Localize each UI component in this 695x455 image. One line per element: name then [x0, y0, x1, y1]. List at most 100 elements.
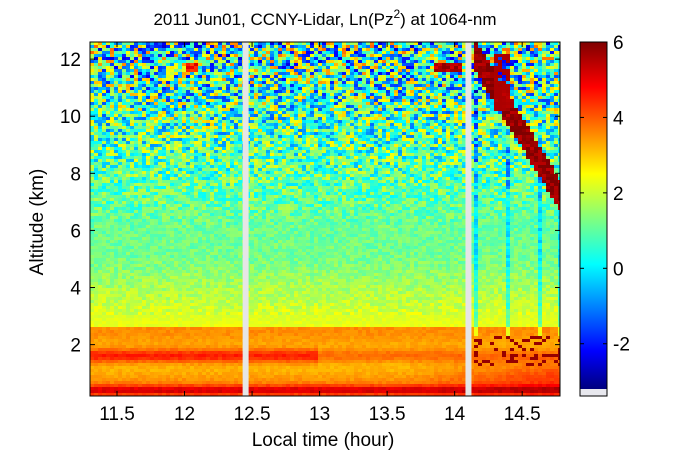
heatmap-cell	[158, 69, 163, 73]
heatmap-cell	[98, 255, 103, 259]
heatmap-cell	[230, 207, 235, 211]
heatmap-cell	[190, 306, 195, 310]
heatmap-cell	[106, 141, 111, 145]
heatmap-cell	[254, 147, 259, 151]
heatmap-cell	[238, 375, 243, 379]
heatmap-cell	[142, 255, 147, 259]
heatmap-cell	[158, 390, 163, 394]
heatmap-cell	[194, 264, 199, 268]
heatmap-cell	[110, 363, 115, 367]
heatmap-cell	[142, 171, 147, 175]
heatmap-cell	[170, 294, 175, 298]
heatmap-cell	[250, 285, 255, 289]
heatmap-cell	[226, 102, 231, 106]
heatmap-cell	[230, 393, 235, 396]
heatmap-cell	[94, 375, 99, 379]
heatmap-cell	[106, 318, 111, 322]
heatmap-cell	[126, 351, 131, 355]
heatmap-cell	[206, 234, 211, 238]
heatmap-cell	[122, 252, 127, 256]
heatmap-cell	[226, 315, 231, 319]
heatmap-cell	[154, 225, 159, 229]
heatmap-cell	[218, 330, 223, 334]
heatmap-cell	[214, 144, 219, 148]
heatmap-cell	[134, 75, 139, 79]
heatmap-cell	[114, 207, 119, 211]
heatmap-cell	[206, 105, 211, 109]
heatmap-cell	[210, 177, 215, 181]
heatmap-cell	[222, 369, 227, 373]
heatmap-cell	[254, 234, 259, 238]
heatmap-cell	[94, 105, 99, 109]
heatmap-cell	[234, 84, 239, 88]
heatmap-cell	[226, 144, 231, 148]
heatmap-cell	[226, 135, 231, 139]
heatmap-cell	[134, 189, 139, 193]
heatmap-cell	[186, 66, 191, 70]
heatmap-cell	[134, 240, 139, 244]
heatmap-cell	[142, 300, 147, 304]
heatmap-cell	[190, 291, 195, 295]
heatmap-cell	[194, 60, 199, 64]
heatmap-cell	[210, 120, 215, 124]
heatmap-cell	[130, 216, 135, 220]
heatmap-cell	[138, 135, 143, 139]
heatmap-cell	[130, 48, 135, 52]
heatmap-cell	[250, 330, 255, 334]
heatmap-cell	[114, 183, 119, 187]
heatmap-cell	[122, 297, 127, 301]
heatmap-cell	[218, 231, 223, 235]
heatmap-cell	[90, 159, 95, 163]
heatmap-cell	[118, 57, 123, 61]
heatmap-cell	[202, 267, 207, 271]
heatmap-cell	[174, 264, 179, 268]
heatmap-cell	[90, 90, 95, 94]
heatmap-cell	[110, 279, 115, 283]
heatmap-cell	[182, 339, 187, 343]
heatmap-cell	[174, 138, 179, 142]
heatmap-cell	[210, 159, 215, 163]
heatmap-cell	[102, 147, 107, 151]
heatmap-cell	[194, 228, 199, 232]
heatmap-cell	[230, 204, 235, 208]
heatmap-cell	[190, 261, 195, 265]
heatmap-cell	[98, 333, 103, 337]
heatmap-cell	[110, 303, 115, 307]
heatmap-cell	[250, 387, 255, 391]
heatmap-cell	[222, 210, 227, 214]
heatmap-cell	[134, 291, 139, 295]
heatmap-cell	[126, 117, 131, 121]
heatmap-cell	[154, 315, 159, 319]
heatmap-cell	[202, 381, 207, 385]
heatmap-cell	[258, 105, 263, 109]
heatmap-cell	[190, 300, 195, 304]
heatmap-cell	[126, 78, 131, 82]
heatmap-cell	[142, 192, 147, 196]
heatmap-cell	[138, 258, 143, 262]
heatmap-cell	[114, 78, 119, 82]
heatmap-cell	[154, 96, 159, 100]
heatmap-cell	[190, 333, 195, 337]
heatmap-cell	[226, 321, 231, 325]
heatmap-cell	[166, 297, 171, 301]
heatmap-cell	[118, 354, 123, 358]
heatmap-cell	[142, 309, 147, 313]
heatmap-cell	[238, 261, 243, 265]
heatmap-cell	[106, 69, 111, 73]
heatmap-cell	[118, 384, 123, 388]
heatmap-cell	[130, 234, 135, 238]
heatmap-cell	[258, 129, 263, 133]
heatmap-cell	[250, 84, 255, 88]
heatmap-cell	[146, 111, 151, 115]
heatmap-cell	[222, 150, 227, 154]
heatmap-cell	[238, 267, 243, 271]
heatmap-cell	[138, 342, 143, 346]
heatmap-cell	[150, 270, 155, 274]
heatmap-cell	[226, 90, 231, 94]
heatmap-cell	[90, 294, 95, 298]
heatmap-cell	[122, 105, 127, 109]
heatmap-cell	[94, 273, 99, 277]
heatmap-cell	[198, 126, 203, 130]
heatmap-cell	[122, 114, 127, 118]
heatmap-cell	[158, 387, 163, 391]
